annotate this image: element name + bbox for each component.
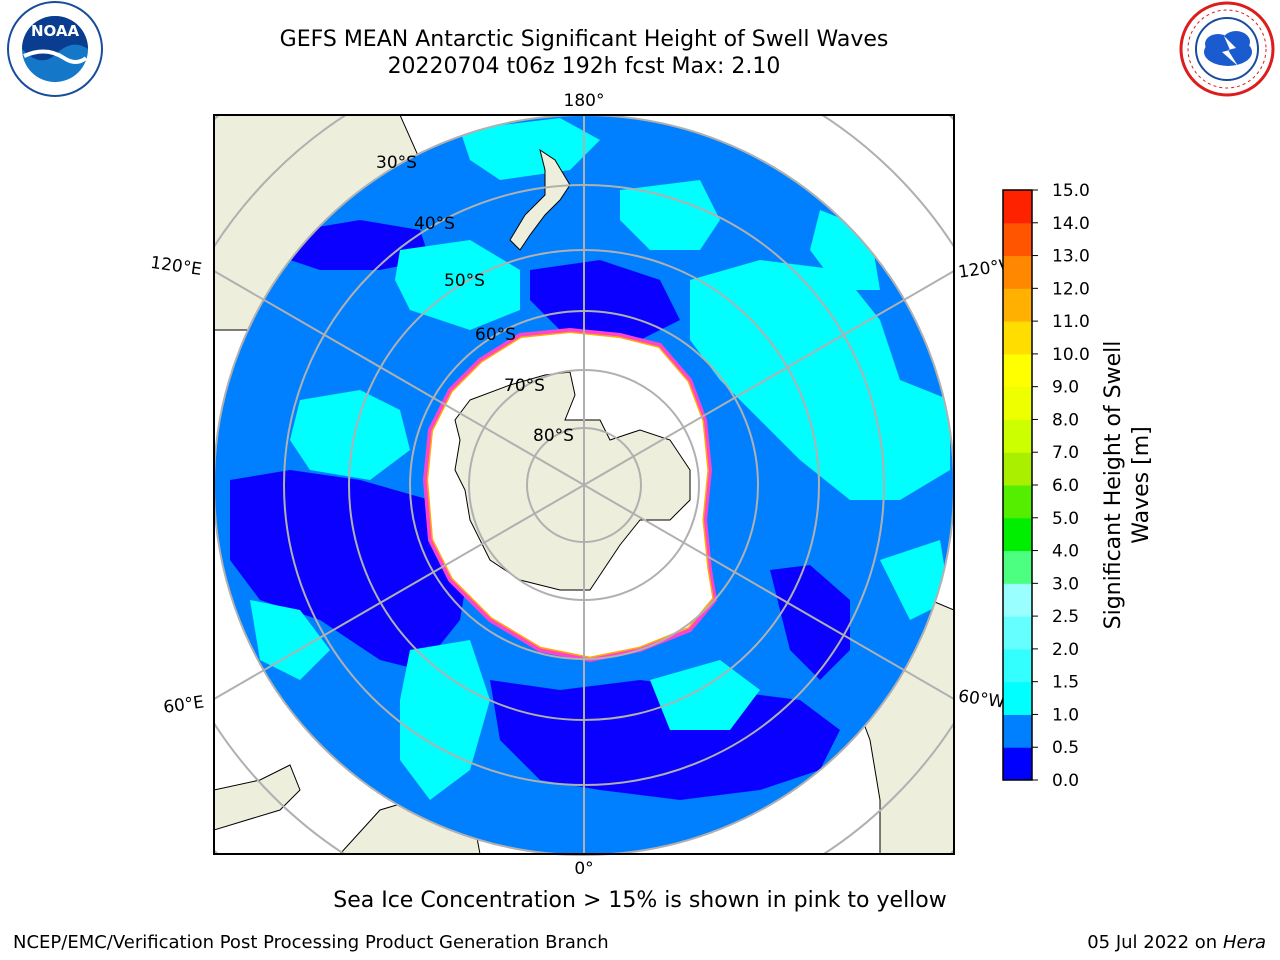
colorbar-tick-label: 7.0 <box>1052 443 1079 463</box>
swell-high-region <box>395 240 520 330</box>
footer-date: 05 Jul 2022 on Hera <box>1087 932 1266 953</box>
colorbar-tick-label: 3.0 <box>1052 574 1079 594</box>
colorbar-tick-label: 15.0 <box>1052 181 1090 201</box>
colorbar-tick-label: 8.0 <box>1052 410 1079 430</box>
colorbar-tick-label: 5.0 <box>1052 509 1079 529</box>
colorbar-tick-label: 14.0 <box>1052 214 1090 234</box>
colorbar-tick-label: 0.5 <box>1052 738 1079 758</box>
colorbar-tick-label: 13.0 <box>1052 247 1090 267</box>
colorbar-swatch <box>1003 583 1032 617</box>
land-antarctica <box>454 371 691 591</box>
swell-high-region <box>620 180 720 250</box>
colorbar-label: Significant Height of Swell Waves [m] <box>1101 340 1154 630</box>
nws-logo <box>1179 1 1275 97</box>
lon-label-180: 180° <box>564 91 605 111</box>
colorbar-tick-label: 4.0 <box>1052 542 1079 562</box>
colorbar-swatch <box>1003 386 1032 420</box>
swell-high-region <box>650 660 760 730</box>
colorbar-swatch <box>1003 747 1032 781</box>
swell-high-region <box>460 118 600 180</box>
swell-high-region <box>400 640 490 800</box>
lat-label-60s: 60°S <box>475 325 516 345</box>
swell-low-region <box>230 470 470 670</box>
lon-label-120e: 120°E <box>149 253 203 280</box>
lon-label-60e: 60°E <box>162 692 205 717</box>
colorbar-swatch <box>1003 648 1032 683</box>
noaa-logo: NOAA <box>7 1 103 97</box>
noaa-logo-text: NOAA <box>31 22 80 40</box>
colorbar-tick-label: 6.0 <box>1052 476 1079 496</box>
colorbar-swatch <box>1003 321 1032 355</box>
lat-label-70s: 70°S <box>504 376 545 396</box>
colorbar-swatch <box>1003 616 1032 650</box>
colorbar-tick-label: 1.5 <box>1052 673 1079 693</box>
colorbar: 0.0 0.5 1.0 1.5 2.0 2.5 3.0 4.0 5.0 6.0 7.0 8.0 9.0 1… <box>1002 181 1090 791</box>
colorbar-tick-label: 10.0 <box>1052 345 1090 365</box>
swell-low-region <box>530 260 680 340</box>
lon-label-60w: 60°W <box>957 686 1006 712</box>
footer-credit: NCEP/EMC/Verification Post Processing Pr… <box>13 932 609 953</box>
colorbar-swatch <box>1003 353 1032 388</box>
lat-label-30s: 30°S <box>376 153 417 173</box>
swell-high-region <box>290 390 410 480</box>
lat-label-40s: 40°S <box>414 214 455 234</box>
footer-date-text: 05 Jul 2022 on <box>1087 932 1223 953</box>
chart-title: GEFS MEAN Antarctic Significant Height o… <box>279 27 889 52</box>
colorbar-swatch <box>1003 288 1032 322</box>
chart-subtitle: 20220704 t06z 192h fcst Max: 2.10 <box>387 54 781 79</box>
colorbar-tick-label: 11.0 <box>1052 312 1090 332</box>
colorbar-swatch <box>1003 714 1032 748</box>
colorbar-tick-label: 0.0 <box>1052 771 1079 791</box>
swell-high-region <box>690 260 950 500</box>
swell-low-region <box>770 565 850 680</box>
colorbar-swatch <box>1003 681 1032 715</box>
sea-ice-note: Sea Ice Concentration > 15% is shown in … <box>333 888 947 913</box>
lat-label-50s: 50°S <box>444 271 485 291</box>
colorbar-tick-label: 1.0 <box>1052 705 1079 725</box>
lat-label-80s: 80°S <box>533 426 574 446</box>
colorbar-swatch <box>1003 190 1032 224</box>
colorbar-swatch <box>1003 485 1032 519</box>
lon-label-0: 0° <box>574 859 593 879</box>
colorbar-swatch <box>1003 452 1032 486</box>
colorbar-swatch <box>1003 419 1032 453</box>
swell-low-region <box>290 220 430 270</box>
land-africa <box>214 764 301 831</box>
footer-machine: Hera <box>1222 932 1266 953</box>
colorbar-tick-label: 9.0 <box>1052 378 1079 398</box>
colorbar-swatch <box>1003 550 1032 584</box>
swell-high-region <box>250 600 330 680</box>
colorbar-tick-label: 12.0 <box>1052 279 1090 299</box>
swell-high-region <box>880 540 950 620</box>
colorbar-tick-label: 2.5 <box>1052 607 1079 627</box>
colorbar-swatch <box>1003 222 1032 257</box>
land-new-zealand <box>509 148 571 251</box>
colorbar-swatch <box>1003 255 1032 289</box>
map-frame <box>213 114 955 855</box>
colorbar-swatch <box>1003 517 1032 552</box>
colorbar-tick-label: 2.0 <box>1052 640 1079 660</box>
swell-low-region <box>490 680 840 800</box>
